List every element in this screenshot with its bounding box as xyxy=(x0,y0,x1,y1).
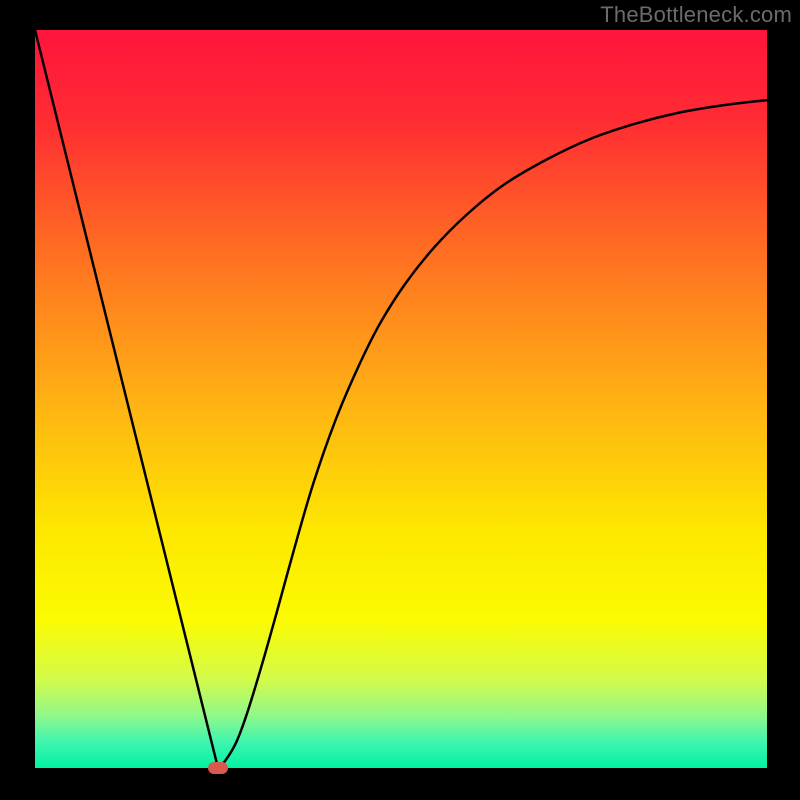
bottleneck-chart xyxy=(0,0,800,800)
chart-min-marker xyxy=(208,762,228,774)
plot-background xyxy=(35,30,767,768)
chart-stage: TheBottleneck.com xyxy=(0,0,800,800)
